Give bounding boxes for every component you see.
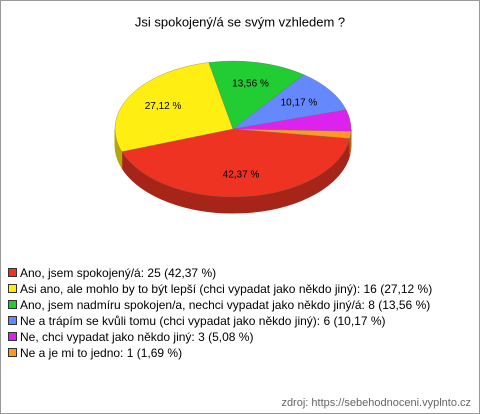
legend-entry: Ne a trápím se kvůli tomu (chci vypadat … <box>8 313 470 329</box>
pie-area: Jsi spokojený/á se svým vzhledem ? 42,37… <box>114 14 352 214</box>
legend-entry: Ne a je mi to jedno: 1 (1,69 %) <box>8 345 470 361</box>
data-label: 27,12 % <box>145 101 182 112</box>
data-label: 10,17 % <box>281 97 318 108</box>
pie-slice <box>232 128 352 139</box>
legend-label: Ano, jsem spokojený/á: 25 (42,37 %) <box>20 266 217 280</box>
legend-swatch <box>8 332 17 341</box>
data-label: 42,37 % <box>223 170 260 181</box>
legend-label: Ne a je mi to jedno: 1 (1,69 %) <box>20 346 183 360</box>
legend-label: Ne, chci vypadat jako někdo jiný: 3 (5,0… <box>20 330 254 344</box>
pie-slice <box>121 128 351 198</box>
pie-slice <box>114 62 234 152</box>
legend-label: Ano, jsem nadmíru spokojen/a, nechci vyp… <box>20 298 431 312</box>
legend-label: Asi ano, ale mohlo by to být lepší (chci… <box>20 282 433 296</box>
legend-entry: Ano, jsem spokojený/á: 25 (42,37 %) <box>8 265 470 281</box>
legend-entry: Ano, jsem nadmíru spokojen/a, nechci vyp… <box>8 297 470 313</box>
legend-label: Ne a trápím se kvůli tomu (chci vypadat … <box>20 314 386 328</box>
legend-swatch <box>8 284 17 293</box>
legend-swatch <box>8 268 17 277</box>
data-label: 13,56 % <box>232 79 269 90</box>
pie-slice <box>232 74 347 130</box>
pie-slice <box>208 60 305 130</box>
source: zdroj: https://sebehodnoceni.vyplnto.cz <box>281 397 471 409</box>
legend-swatch <box>8 348 17 357</box>
legend-swatch <box>8 300 17 309</box>
legend-swatch <box>8 316 17 325</box>
legend-entry: Ne, chci vypadat jako někdo jiný: 3 (5,0… <box>8 329 470 345</box>
chart-title: Jsi spokojený/á se svým vzhledem ? <box>135 14 345 29</box>
legend: Ano, jsem spokojený/á: 25 (42,37 %) Asi a… <box>8 265 470 361</box>
legend-entry: Asi ano, ale mohlo by to být lepší (chci… <box>8 281 470 297</box>
